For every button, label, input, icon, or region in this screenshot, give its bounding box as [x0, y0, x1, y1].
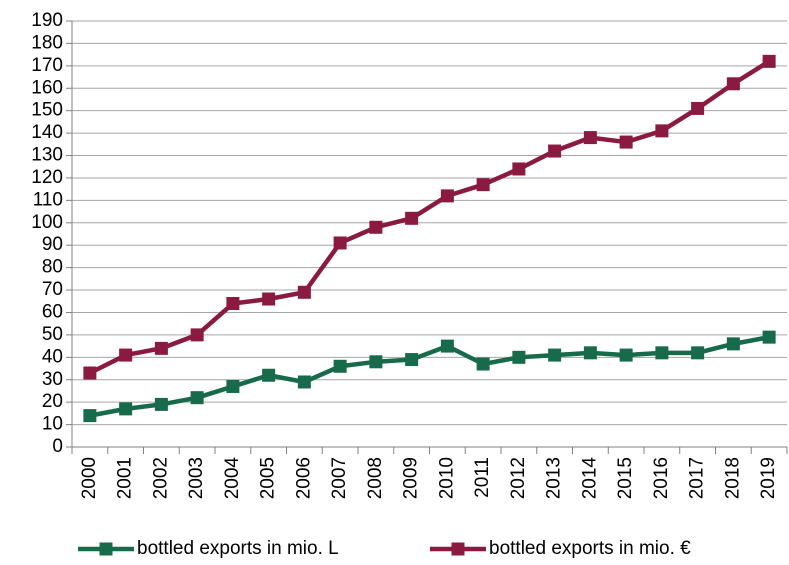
- series-marker: [726, 337, 740, 351]
- x-tick-label: 2014: [579, 457, 600, 500]
- x-tick-label: 2008: [365, 457, 386, 499]
- x-tick-label: 2018: [722, 457, 743, 499]
- series-marker: [476, 178, 490, 192]
- y-tick-label: 30: [42, 369, 63, 390]
- legend-marker: [451, 542, 465, 556]
- series-marker: [762, 54, 776, 68]
- series-marker: [333, 359, 347, 373]
- legend-marker: [99, 542, 113, 556]
- series-marker: [440, 339, 454, 353]
- series-marker: [405, 211, 419, 225]
- y-tick-label: 190: [31, 10, 63, 31]
- x-tick-label: 2012: [508, 457, 529, 499]
- series-marker: [726, 77, 740, 91]
- series-marker: [440, 189, 454, 203]
- series-marker: [405, 353, 419, 367]
- series-marker: [619, 348, 633, 362]
- series-marker: [512, 350, 526, 364]
- series-marker: [226, 379, 240, 393]
- y-tick-label: 140: [31, 122, 63, 143]
- x-tick-label: 2019: [758, 457, 779, 499]
- y-tick-label: 20: [42, 391, 63, 412]
- series-marker: [297, 285, 311, 299]
- series-marker: [154, 341, 168, 355]
- x-tick-label: 2005: [258, 457, 279, 499]
- series-marker: [262, 368, 276, 382]
- y-tick-label: 50: [42, 324, 63, 345]
- series-marker: [190, 391, 204, 405]
- y-tick-label: 110: [33, 189, 63, 210]
- series-marker: [83, 409, 97, 423]
- y-tick-label: 150: [31, 100, 63, 121]
- series-marker: [119, 402, 133, 416]
- series-marker: [548, 348, 562, 362]
- x-tick-label: 2004: [222, 457, 243, 500]
- series-marker: [762, 330, 776, 344]
- x-tick-label: 2013: [544, 457, 565, 499]
- x-tick-label: 2010: [436, 457, 457, 499]
- legend-label: bottled exports in mio. L: [137, 538, 339, 559]
- y-tick-label: 130: [31, 145, 63, 166]
- series-marker: [691, 346, 705, 360]
- legend-label: bottled exports in mio. €: [489, 538, 691, 559]
- x-tick-label: 2017: [687, 457, 708, 499]
- y-tick-label: 10: [42, 414, 63, 435]
- y-tick-label: 70: [42, 279, 63, 300]
- x-tick-label: 2011: [472, 457, 493, 498]
- y-tick-label: 160: [31, 77, 63, 98]
- y-tick-label: 80: [42, 257, 63, 278]
- series-marker: [369, 220, 383, 234]
- x-tick-label: 2002: [150, 457, 171, 499]
- y-tick-label: 170: [31, 55, 63, 76]
- y-tick-label: 0: [52, 436, 63, 457]
- y-tick-label: 100: [31, 212, 63, 233]
- series-marker: [333, 236, 347, 250]
- series-marker: [583, 346, 597, 360]
- x-tick-label: 2000: [79, 457, 100, 499]
- series-marker: [691, 101, 705, 115]
- series-marker: [548, 144, 562, 158]
- series-marker: [297, 375, 311, 389]
- series-marker: [190, 328, 204, 342]
- y-tick-label: 120: [31, 167, 63, 188]
- y-tick-label: 60: [42, 301, 63, 322]
- series-marker: [262, 292, 276, 306]
- y-tick-label: 40: [42, 346, 63, 367]
- series-marker: [369, 355, 383, 369]
- x-tick-label: 2016: [651, 457, 672, 499]
- y-tick-label: 180: [31, 32, 63, 53]
- series-marker: [83, 366, 97, 380]
- x-tick-label: 2015: [615, 457, 636, 499]
- series-marker: [476, 357, 490, 371]
- x-tick-label: 2007: [329, 457, 350, 499]
- x-tick-label: 2003: [186, 457, 207, 499]
- series-marker: [512, 162, 526, 176]
- series-marker: [583, 131, 597, 145]
- x-tick-label: 2006: [293, 457, 314, 499]
- series-marker: [119, 348, 133, 362]
- x-tick-label: 2001: [115, 457, 136, 499]
- x-tick-label: 2009: [401, 457, 422, 499]
- series-marker: [655, 346, 669, 360]
- y-tick-label: 90: [42, 234, 63, 255]
- series-marker: [655, 124, 669, 138]
- series-line: [88, 59, 771, 376]
- series-marker: [154, 397, 168, 411]
- series-marker: [226, 297, 240, 311]
- series-marker: [619, 135, 633, 149]
